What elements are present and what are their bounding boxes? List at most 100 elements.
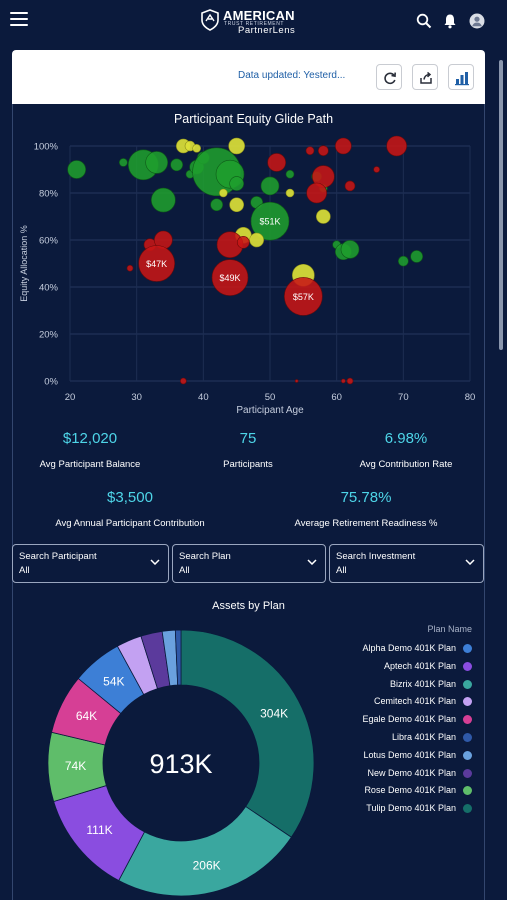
bubble-data-label: $47K [146,259,167,269]
donut-slice-label: 206K [193,858,221,872]
legend-color-dot [463,644,472,653]
scatter-point-red [344,180,356,192]
bar-chart-icon [455,72,469,86]
legend-item-label: Libra 401K Plan [391,732,456,742]
kpi-retirement-readiness-value: 75.78% [340,489,392,506]
scatter-point-yellow [316,209,331,224]
legend-item[interactable]: Libra 401K Plan [300,732,474,746]
legend-item-label: Alpha Demo 401K Plan [362,643,456,653]
y-tick-label: 20% [39,330,59,341]
scatter-chart-title: Participant Equity Glide Path [173,112,334,126]
x-tick-label: 50 [265,392,276,403]
legend-item[interactable]: Tulip Demo 401K Plan [300,803,474,817]
search-icon[interactable] [416,13,432,29]
kpi-avg-balance-value: $12,020 [62,430,118,447]
chevron-down-icon [465,559,475,565]
legend-item[interactable]: Alpha Demo 401K Plan [300,643,474,657]
top-nav-bar: AMERICAN Trust Retirement PartnerLens [0,0,507,44]
scatter-point-yellow [192,144,201,153]
chevron-down-icon [150,559,160,565]
filter-participant[interactable]: Search Participant All [12,544,169,583]
legend-item-label: Bizrix 401K Plan [389,678,456,689]
scrollbar[interactable] [499,60,503,350]
filter-plan[interactable]: Search Plan All [172,544,326,583]
y-tick-label: 40% [39,283,59,294]
scatter-point-green [67,160,86,179]
scatter-point-red [294,379,299,383]
bubble-data-label: $51K [259,217,280,227]
brand-product: PartnerLens [238,25,296,36]
legend-item-label: Aptech 401K Plan [383,660,456,671]
scatter-point-red [306,182,327,204]
equity-glide-path-scatter-chart[interactable]: 0% 20% 40% 60% 80% 100% 20 30 40 50 60 70 80 Particip… [0,130,507,420]
legend-item[interactable]: Rose Demo 401K Plan [300,785,474,799]
brand-logo: AMERICAN Trust Retirement PartnerLens [200,8,310,36]
legend-item[interactable]: Lotus Demo 401K Plan [300,750,474,764]
assets-by-plan-donut-chart[interactable]: 304K 206K 111K 74K 64K 54K 913K [40,622,326,900]
filter-plan-value: All [179,565,190,576]
scatter-point-red [341,378,346,384]
scatter-point-green [145,151,168,174]
filter-participant-label: Search Participant [19,551,97,562]
scatter-point-yellow [219,188,228,198]
menu-icon[interactable] [10,12,28,26]
legend-item[interactable]: Aptech 401K Plan [300,661,474,675]
legend-color-dot [463,697,472,707]
legend-item-label: Lotus Demo 401K Plan [363,749,456,760]
scatter-point-green [398,255,409,267]
kpi-participants-value: 75 [239,430,257,447]
filter-investment[interactable]: Search Investment All [329,544,484,583]
legend-color-dot [463,804,472,814]
x-tick-label: 60 [331,392,342,403]
scatter-point-red [237,236,250,249]
legend-item[interactable]: Cemitech 401K Plan [300,696,474,710]
share-icon [420,71,432,84]
legend-item[interactable]: Egale Demo 401K Plan [300,714,474,728]
scatter-point-red [346,377,354,385]
dashboard-header: Data updated: Yesterd... [12,50,485,104]
scatter-point-red [373,166,380,173]
scatter-point-red [138,245,175,282]
share-button[interactable] [412,64,438,90]
bubble-data-label: $49K [219,273,240,283]
scatter-point-red [211,259,249,296]
scatter-point-green [410,250,423,263]
scatter-point-green [151,187,176,213]
legend-item-label: Rose Demo 401K Plan [364,785,456,796]
scatter-point-red [284,277,323,316]
legend-color-dot [463,786,472,796]
y-axis-label: Equity Allocation % [19,225,29,302]
x-tick-label: 30 [131,392,142,403]
kpi-retirement-readiness-label: Average Retirement Readiness % [294,518,438,529]
legend-color-dot [463,661,472,671]
donut-slice [174,629,182,686]
legend-color-dot [463,750,472,760]
scatter-point-green [119,158,128,167]
legend-title: Plan Name [427,624,472,634]
scatter-point-yellow [228,137,245,155]
y-tick-label: 0% [44,377,58,388]
shield-logo-icon [201,9,219,31]
scatter-point-green [285,169,295,179]
y-tick-label: 100% [34,142,59,153]
donut-slice [118,805,292,897]
kpi-contribution-rate-value: 6.98% [384,430,428,447]
filter-participant-value: All [19,565,30,576]
legend-item[interactable]: New Demo 401K Plan [300,768,474,782]
legend-color-dot [463,679,472,689]
legend-item[interactable]: Bizrix 401K Plan [300,679,474,693]
legend-item-label: Egale Demo 401K Plan [362,714,456,725]
refresh-button[interactable] [376,64,402,90]
scatter-point-green [250,201,290,241]
user-avatar-icon[interactable] [469,13,485,29]
x-axis-label: Participant Age [236,405,304,416]
x-tick-label: 80 [465,392,476,403]
donut-slice-label: 74K [65,759,86,773]
scatter-point-green [260,176,280,196]
donut-slice-label: 111K [86,823,112,837]
bell-icon[interactable] [442,13,458,29]
scatter-point-green [210,198,223,212]
chart-view-button[interactable] [448,64,474,90]
x-tick-label: 70 [398,392,409,403]
x-tick-label: 40 [198,392,209,403]
